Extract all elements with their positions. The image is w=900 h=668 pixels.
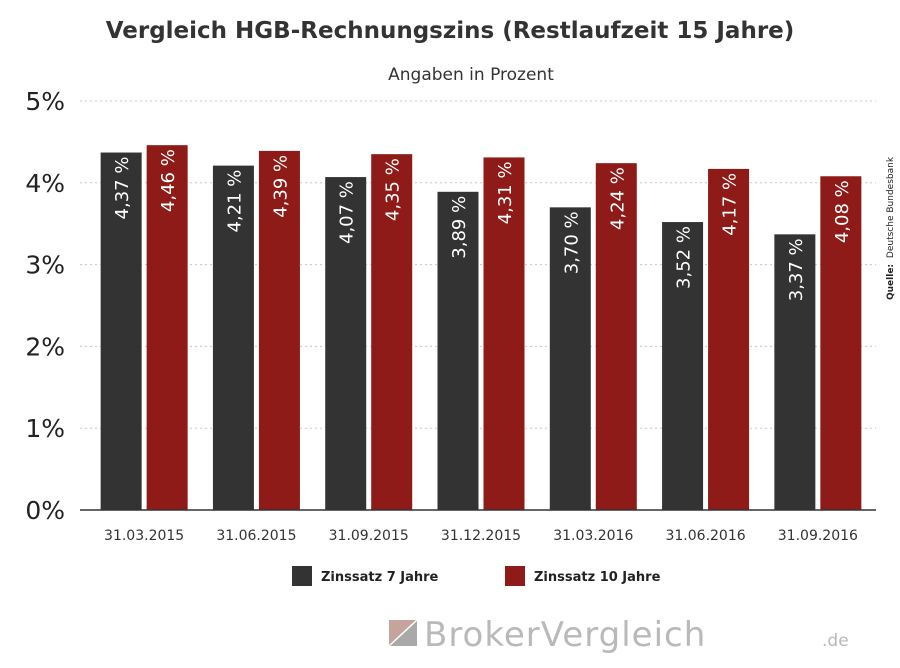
legend: Zinssatz 7 Jahre Zinssatz 10 Jahre (292, 566, 661, 586)
x-axis-ticks: 31.03.2015 31.06.2015 31.09.2015 31.12.2015… (104, 528, 858, 544)
bar-10-jahre (146, 145, 188, 510)
brand-mark-icon (388, 619, 418, 647)
bar-10-jahre (820, 176, 862, 511)
data-label: 4,24 % (607, 167, 628, 230)
chart-title: Vergleich HGB-Rechnungszins (Restlaufzei… (106, 18, 795, 44)
bar-7-jahre (774, 234, 816, 511)
data-label: 4,21 % (224, 170, 245, 233)
svg-text:Quelle: Deutsche Bundesb: Quelle: Deutsche Bundesbank (886, 156, 896, 300)
data-label: 3,37 % (786, 238, 807, 301)
data-labels: 4,37 % 4,46 % 4,21 % 4,39 % 4,07 % 4,35 % 3,89… (112, 149, 853, 301)
y-tick-label: 2% (25, 332, 65, 361)
y-tick-label: 4% (25, 169, 65, 198)
data-label: 4,07 % (337, 181, 358, 244)
data-label: 3,70 % (561, 211, 582, 274)
bar-7-jahre (437, 191, 479, 510)
data-label: 4,39 % (270, 155, 291, 218)
brand-suffix: .de (822, 631, 849, 651)
x-tick-label: 31.06.2015 (216, 528, 296, 544)
x-tick-label: 31.12.2015 (441, 528, 521, 544)
bar-10-jahre (371, 154, 413, 511)
brand-logo: BrokerVergleich .de (388, 615, 849, 655)
y-tick-label: 1% (25, 414, 65, 443)
legend-swatch-10-jahre (505, 566, 525, 586)
bar-10-jahre (708, 168, 750, 511)
brand-name: BrokerVergleich (424, 615, 706, 655)
x-tick-label: 31.09.2016 (778, 528, 858, 544)
source-label: Quelle: (886, 264, 896, 300)
y-tick-label: 3% (25, 251, 65, 280)
legend-label-10-jahre: Zinssatz 10 Jahre (534, 570, 661, 585)
x-tick-label: 31.06.2016 (665, 528, 745, 544)
data-label: 4,37 % (112, 157, 133, 220)
data-label: 4,46 % (158, 149, 179, 212)
bar-10-jahre (483, 157, 525, 510)
y-tick-label: 5% (25, 87, 65, 116)
bar-10-jahre (258, 150, 300, 510)
data-label: 4,31 % (495, 161, 516, 224)
y-tick-label: 0% (25, 496, 65, 525)
data-label: 4,08 % (832, 180, 853, 243)
bar-10-jahre (595, 163, 637, 510)
bar-7-jahre (549, 207, 591, 510)
bars (100, 145, 862, 511)
bar-7-jahre (100, 152, 142, 510)
x-tick-label: 31.03.2015 (104, 528, 184, 544)
bar-7-jahre (662, 222, 704, 510)
bar-7-jahre (212, 165, 254, 510)
data-label: 4,35 % (383, 158, 404, 221)
chart-subtitle: Angaben in Prozent (388, 65, 554, 85)
x-tick-label: 31.03.2016 (553, 528, 633, 544)
x-tick-label: 31.09.2015 (329, 528, 409, 544)
legend-label-7-jahre: Zinssatz 7 Jahre (321, 570, 439, 585)
data-label: 4,17 % (720, 173, 741, 236)
source-value: Deutsche Bundesbank (886, 156, 896, 258)
legend-swatch-7-jahre (292, 566, 312, 586)
bar-7-jahre (325, 177, 367, 510)
data-label: 3,52 % (674, 226, 695, 289)
data-label: 3,89 % (449, 196, 470, 259)
y-axis-ticks: 0% 1% 2% 3% 4% 5% (25, 87, 65, 525)
source-note: Quelle: Deutsche Bundesbank (886, 156, 896, 300)
